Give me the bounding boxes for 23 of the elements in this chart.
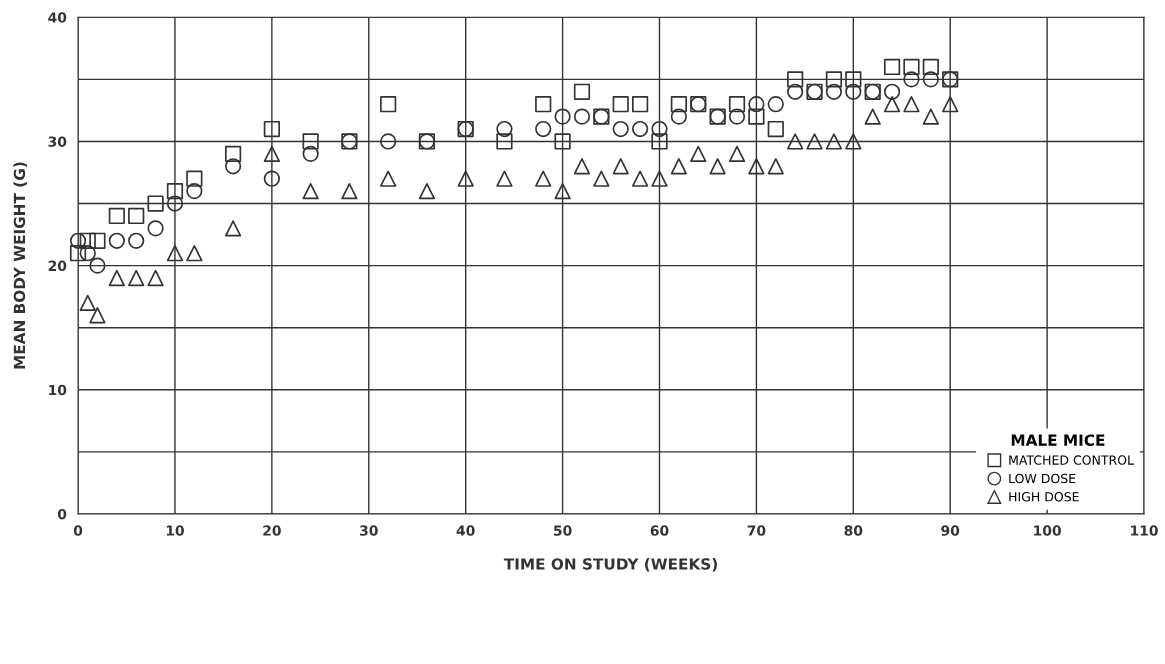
x-tick-label: 110 (1131, 525, 1158, 536)
x-axis-title: TIME ON STUDY (WEEKS) (503, 557, 717, 572)
y-tick-label: 40 (48, 12, 67, 23)
y-tick-label: 0 (57, 508, 67, 520)
x-tick-label: 60 (650, 525, 669, 536)
y-tick-label: 30 (48, 136, 67, 147)
x-tick-label: 70 (747, 525, 766, 536)
legend-title: MALE MICE (1011, 434, 1105, 446)
x-tick-label: 20 (263, 525, 281, 536)
legend-label: MATCHED CONTROL (1009, 455, 1134, 465)
x-tick-label: 10 (166, 525, 184, 536)
x-tick-label: 100 (1034, 525, 1061, 536)
x-tick-label: 40 (456, 525, 475, 536)
y-axis-title: MEAN BODY WEIGHT (G) (13, 162, 28, 369)
y-tick-label: 10 (49, 384, 67, 396)
x-tick-label: 0 (73, 525, 83, 536)
x-tick-label: 50 (554, 525, 572, 536)
x-tick-label: 90 (941, 525, 960, 536)
legend-label: HIGH DOSE (1009, 492, 1079, 502)
x-tick-label: 80 (844, 525, 863, 536)
y-tick-label: 20 (48, 260, 67, 272)
legend-label: LOW DOSE (1009, 473, 1076, 484)
x-tick-label: 30 (360, 525, 378, 536)
